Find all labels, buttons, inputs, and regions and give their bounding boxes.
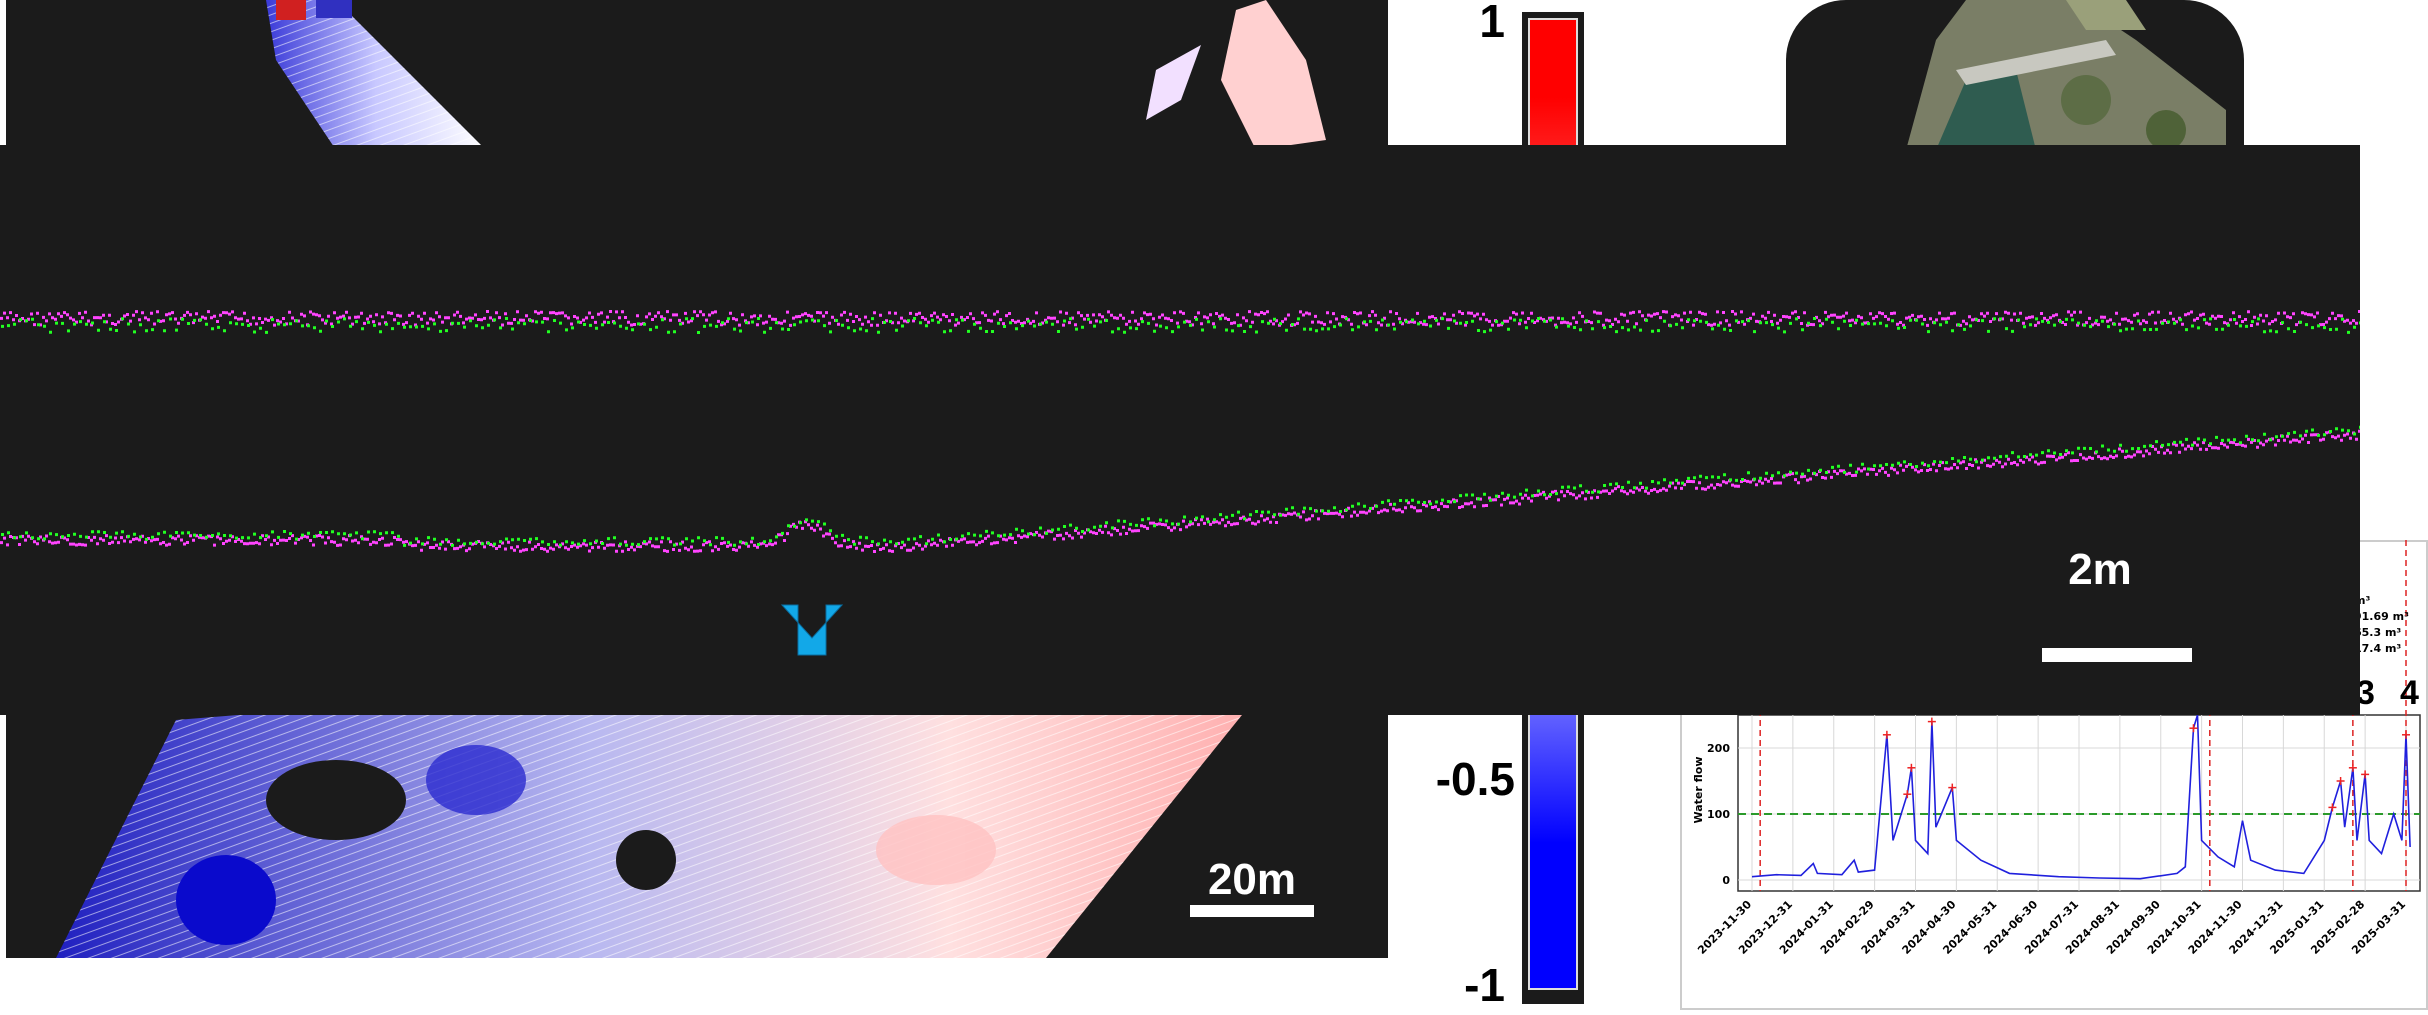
y-tick-label: 100 — [1707, 808, 1730, 821]
peak-marker — [1882, 730, 1891, 739]
peak-marker — [1948, 783, 1957, 792]
profile-point-cloud — [0, 310, 2362, 656]
profile-scale-label: 2m — [2068, 545, 2132, 594]
peak-marker — [1927, 717, 1936, 726]
legend-line-3: 17.4 m³ — [2354, 642, 2402, 655]
y-tick-label: 200 — [1707, 742, 1730, 755]
peak-marker — [2348, 763, 2357, 772]
y-tick-labels: 0 100 200 — [1707, 742, 1730, 887]
peak-marker — [2328, 803, 2337, 812]
aerial-photo-graphic — [1906, 0, 2226, 150]
cross-section-profile-panel: 2m — [0, 145, 2362, 715]
peak-marker — [2336, 777, 2345, 785]
peak-marker — [1907, 763, 1916, 772]
chart-ylabel: Water flow — [1692, 756, 1705, 823]
colorbar-max-label: 1 — [1479, 0, 1505, 47]
period-label-4: 4 — [2400, 674, 2419, 712]
water-flow-series-line — [1751, 714, 2411, 880]
x-tick-labels: 2023-11-302023-12-312024-01-312024-02-29… — [1695, 898, 2408, 957]
colorbar-mid-label: -0.5 — [1435, 753, 1515, 805]
peak-markers — [1882, 717, 2410, 812]
difference-map-graphic — [56, 0, 1326, 958]
upper-band-green-points — [1, 317, 2362, 334]
change-arrow-icon — [780, 604, 844, 656]
map-scale-bar — [1190, 905, 1314, 917]
profile-points — [0, 310, 2362, 553]
y-tick-label: 0 — [1722, 874, 1730, 887]
period-dividers — [1759, 540, 2407, 891]
chart-grid — [1738, 715, 2420, 891]
peak-marker — [2189, 724, 2198, 733]
lower-band-magenta-points — [0, 429, 2361, 553]
peak-marker — [2402, 730, 2410, 739]
period-label-3: 3 — [2356, 674, 2375, 712]
aerial-photo-panel — [1786, 0, 2244, 150]
peak-marker — [2361, 770, 2370, 779]
colorbar-min-label: -1 — [1464, 959, 1505, 1011]
peak-marker — [1903, 790, 1912, 799]
upper-band-magenta-points — [0, 310, 2361, 327]
legend-line-1: 91.69 m³ — [2354, 610, 2409, 623]
legend-line-2: 65.3 m³ — [2354, 626, 2402, 639]
profile-scale-bar — [2042, 648, 2192, 662]
water-flow-chart: 0 100 200 2023-11-302023-12-312024-01-3120… — [1680, 540, 2428, 1010]
map-scale-label: 20m — [1207, 855, 1297, 904]
